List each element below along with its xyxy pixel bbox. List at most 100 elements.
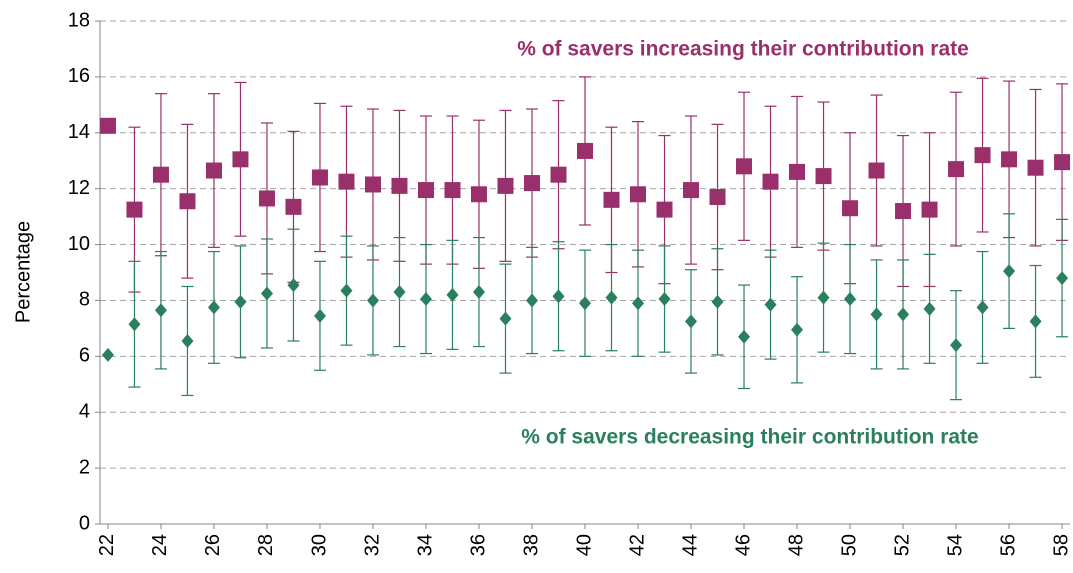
x-tick-label: 40 — [573, 534, 595, 556]
x-tick-label: 28 — [255, 534, 277, 556]
marker — [921, 201, 938, 218]
marker — [950, 338, 963, 353]
marker — [974, 147, 991, 164]
marker — [444, 182, 461, 199]
series-annotation: % of savers decreasing their contributio… — [521, 426, 978, 449]
x-tick-label: 52 — [891, 534, 913, 556]
marker — [656, 201, 673, 218]
marker — [815, 168, 832, 185]
marker — [1029, 314, 1042, 329]
marker — [683, 182, 700, 199]
marker — [1027, 159, 1044, 176]
x-tick-label: 32 — [361, 534, 383, 556]
marker — [99, 117, 116, 134]
x-tick-label: 22 — [96, 534, 118, 556]
x-tick-label: 58 — [1050, 534, 1072, 556]
y-tick-label: 16 — [68, 65, 90, 87]
x-tick-label: 54 — [944, 534, 966, 556]
marker — [470, 186, 487, 203]
y-tick-label: 14 — [68, 121, 90, 143]
y-tick-label: 0 — [79, 512, 90, 534]
marker — [391, 177, 408, 194]
marker — [234, 294, 247, 309]
marker — [366, 293, 379, 308]
marker — [232, 151, 249, 168]
marker — [685, 314, 698, 329]
x-tick-label: 42 — [626, 534, 648, 556]
marker — [285, 198, 302, 215]
y-axis-label: Percentage — [12, 221, 34, 323]
marker — [948, 161, 965, 178]
marker — [417, 182, 434, 199]
marker — [923, 301, 936, 316]
marker — [603, 191, 620, 208]
marker — [525, 293, 538, 308]
marker — [738, 329, 751, 344]
marker — [472, 285, 485, 300]
marker — [258, 190, 275, 207]
marker — [497, 177, 514, 194]
y-tick-label: 8 — [79, 289, 90, 311]
marker — [523, 175, 540, 192]
x-tick-label: 26 — [202, 534, 224, 556]
marker — [605, 290, 618, 305]
y-tick-label: 6 — [79, 345, 90, 367]
marker — [1054, 154, 1071, 171]
marker — [579, 296, 591, 311]
marker — [870, 307, 883, 322]
x-tick-label: 24 — [149, 534, 171, 556]
marker — [287, 278, 300, 293]
x-tick-label: 50 — [838, 534, 860, 556]
marker — [126, 201, 143, 218]
marker — [552, 289, 565, 304]
marker — [632, 296, 645, 311]
marker — [789, 163, 806, 180]
marker — [152, 166, 169, 183]
marker — [895, 203, 912, 220]
marker — [181, 333, 194, 348]
marker — [791, 322, 804, 337]
x-tick-label: 30 — [308, 534, 330, 556]
marker — [207, 300, 220, 315]
marker — [764, 297, 777, 312]
marker — [179, 193, 196, 210]
x-tick-label: 34 — [414, 534, 436, 556]
marker — [393, 285, 406, 300]
marker — [260, 286, 273, 301]
marker — [736, 158, 753, 175]
marker — [340, 283, 353, 298]
y-tick-label: 4 — [79, 401, 90, 423]
marker — [205, 162, 222, 179]
x-tick-label: 36 — [467, 534, 489, 556]
marker — [868, 162, 885, 179]
marker — [817, 290, 830, 305]
marker — [711, 294, 724, 309]
marker — [844, 292, 857, 307]
marker — [1003, 264, 1016, 279]
marker — [630, 186, 647, 203]
marker — [658, 292, 671, 307]
series-annotation: % of savers increasing their contributio… — [517, 38, 969, 61]
marker — [128, 317, 141, 332]
marker — [1001, 151, 1018, 168]
marker — [154, 303, 167, 318]
marker — [419, 292, 432, 307]
x-tick-label: 46 — [732, 534, 754, 556]
marker — [709, 189, 726, 206]
marker — [311, 169, 328, 186]
marker — [499, 311, 512, 326]
y-tick-label: 18 — [68, 9, 90, 31]
x-tick-label: 48 — [785, 534, 807, 556]
marker — [101, 347, 114, 362]
marker — [313, 308, 326, 323]
marker — [550, 166, 567, 183]
marker — [976, 300, 989, 315]
marker — [897, 307, 910, 322]
x-tick-label: 44 — [679, 534, 701, 556]
marker — [1056, 271, 1069, 286]
marker — [338, 173, 355, 190]
marker — [577, 142, 593, 159]
marker — [364, 176, 381, 193]
y-tick-label: 12 — [68, 177, 90, 199]
